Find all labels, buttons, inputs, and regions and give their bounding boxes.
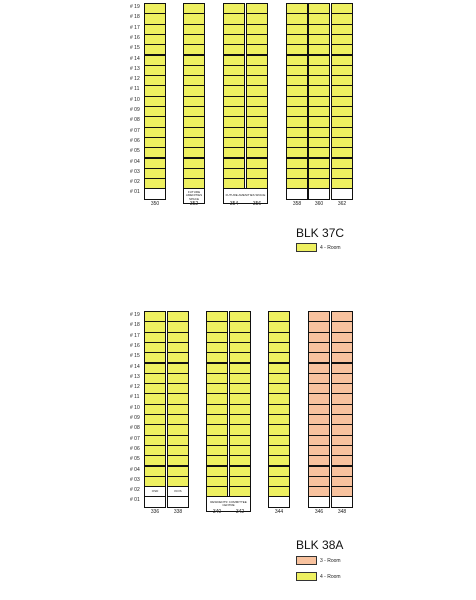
block-title: BLK 37C [296,226,345,240]
floor-level-label: # 17 [130,332,140,339]
floor-level-label: # 11 [130,394,140,401]
legend-label: 4 - Room [320,245,341,251]
floor-level-label: # 14 [130,55,140,62]
floor-level-label: # 17 [130,24,140,31]
floor-level-label: # 01 [130,497,140,504]
vacant-unit-cell[interactable] [268,496,290,508]
unit-number-label: 338 [173,508,183,515]
floor-level-label: # 14 [130,363,140,370]
vacant-unit-cell[interactable] [331,188,353,200]
unit-number-label: 348 [337,508,347,515]
floor-level-label: # 02 [130,487,140,494]
facility-note: FUTURE AMENITIES SPACE [223,188,268,204]
floor-level-label: # 15 [130,353,140,360]
floor-level-label: # 07 [130,127,140,134]
floor-level-label: # 13 [130,373,140,380]
legend-swatch [296,572,317,581]
facility-note: FUTURE AMENITIES SPACE [183,188,205,204]
vacant-unit-cell[interactable] [144,496,166,508]
floor-level-label: # 06 [130,445,140,452]
floor-level-label: # 15 [130,45,140,52]
floor-level-label: # 11 [130,86,140,93]
vacant-unit-cell[interactable] [308,188,330,200]
floor-level-label: # 19 [130,4,140,10]
vacant-unit-cell[interactable] [286,188,308,200]
floor-level-label: # 10 [130,96,140,103]
floor-level-label: # 13 [130,65,140,72]
floor-level-label: # 18 [130,322,140,329]
floor-level-label: # 10 [130,404,140,411]
unit-number-label: 340 [212,508,222,515]
unit-number-label: 346 [314,508,324,515]
floor-level-label: # 18 [130,14,140,21]
floor-level-label: # 12 [130,384,140,391]
vacant-unit-cell[interactable] [331,496,353,508]
floor-level-label: # 12 [130,76,140,83]
floor-level-label: # 19 [130,312,140,318]
floor-level-label: # 05 [130,148,140,155]
floor-level-label: # 16 [130,34,140,41]
vacant-unit-cell[interactable] [167,496,189,508]
unit-number-label: 354 [229,200,239,207]
floor-level-label: # 02 [130,179,140,186]
floor-level-label: # 05 [130,456,140,463]
floor-level-label: # 07 [130,435,140,442]
block-title: BLK 38A [296,538,344,552]
vacant-unit-cell[interactable] [144,188,166,200]
legend-swatch [296,243,317,252]
unit-number-label: 342 [235,508,245,515]
floor-level-label: # 08 [130,425,140,432]
floor-level-label: # 06 [130,137,140,144]
legend-swatch [296,556,317,565]
unit-number-label: 336 [150,508,160,515]
legend-label: 3 - Room [320,558,341,564]
floor-level-label: # 03 [130,476,140,483]
facility-note: KIOS [167,486,189,498]
floor-level-label: # 09 [130,107,140,113]
unit-number-label: 344 [274,508,284,515]
unit-number-label: 350 [150,200,160,207]
facility-note: OSD [144,486,166,498]
unit-number-label: 360 [314,200,324,207]
unit-number-label: 358 [292,200,302,207]
floor-level-label: # 04 [130,466,140,473]
floor-level-label: # 03 [130,168,140,175]
floor-level-label: # 04 [130,158,140,165]
floor-level-label: # 16 [130,342,140,349]
unit-number-label: 356 [252,200,262,207]
vacant-unit-cell[interactable] [308,496,330,508]
unit-number-label: 362 [337,200,347,207]
floor-level-label: # 01 [130,189,140,196]
facility-note: RESIDENTS' COMMITTEE CENTRE [206,496,251,512]
floor-level-label: # 09 [130,415,140,421]
legend-label: 4 - Room [320,574,341,580]
unit-number-label: 352 [189,200,199,207]
floor-level-label: # 08 [130,117,140,124]
